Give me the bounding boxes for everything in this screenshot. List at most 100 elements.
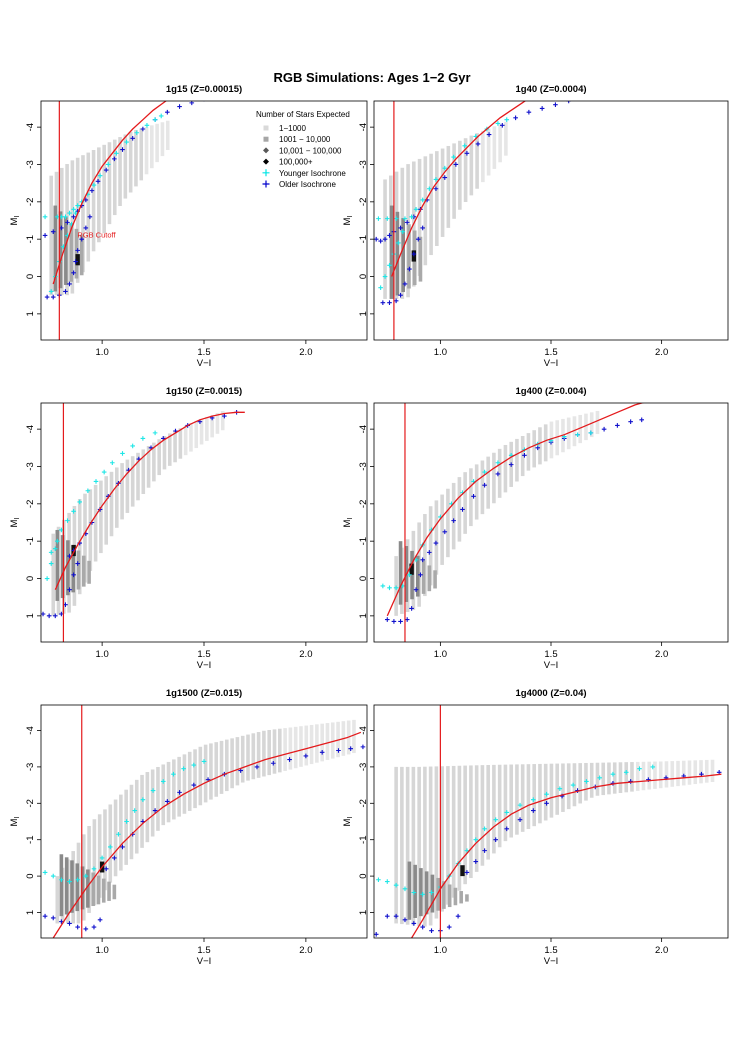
density-column <box>124 789 128 865</box>
younger-isochrone-point <box>85 488 91 494</box>
density-column <box>120 463 124 520</box>
older-isochrone-point <box>254 764 260 770</box>
younger-isochrone-point <box>393 585 399 591</box>
y-tick-label: -1 <box>25 835 36 843</box>
older-isochrone-point <box>103 167 109 173</box>
density-column <box>595 410 600 435</box>
older-isochrone-point <box>42 913 48 919</box>
y-tick-label: 0 <box>25 576 36 581</box>
y-axis-label: MI <box>9 518 21 528</box>
density-column-mid <box>66 540 70 596</box>
density-column <box>497 764 502 848</box>
older-isochrone-point <box>120 147 125 152</box>
density-column <box>81 155 85 273</box>
legend-entry: 1001 − 10,000 <box>263 135 331 144</box>
younger-isochrone-point <box>50 873 56 879</box>
panel-1: RGB Cutoff 1g15 (Z=0.00015) 1.0 1.5 2.0 V−I -4… <box>9 84 368 369</box>
density-column <box>463 138 468 202</box>
density-column <box>150 125 154 169</box>
density-column <box>146 446 151 488</box>
density-column <box>538 763 542 824</box>
density-column <box>75 157 80 283</box>
density-column-mid <box>107 881 111 901</box>
density-column-mid <box>407 861 412 920</box>
density-column <box>167 433 172 466</box>
older-isochrone-point <box>91 924 97 930</box>
density-column <box>440 148 445 237</box>
density-column <box>549 763 554 818</box>
older-isochrone-point <box>411 251 417 257</box>
younger-isochrone-point <box>451 154 456 160</box>
older-isochrone-point <box>103 866 109 872</box>
plot-area <box>42 705 366 938</box>
older-isochrone-point <box>83 926 89 932</box>
older-isochrone-point <box>404 220 410 225</box>
younger-isochrone-point <box>124 819 129 824</box>
older-isochrone-point <box>398 225 403 231</box>
density-column <box>578 414 583 444</box>
younger-isochrone-point <box>77 499 83 505</box>
legend-title: Number of Stars Expected <box>256 110 350 119</box>
density-column <box>83 493 87 583</box>
younger-isochrone-point <box>504 810 510 815</box>
density-column <box>235 737 240 786</box>
density-column <box>428 506 433 586</box>
density-column-mid <box>86 869 90 908</box>
density-column <box>417 158 422 276</box>
legend-square-icon <box>263 136 269 142</box>
density-column-mid <box>96 875 101 905</box>
density-column <box>503 444 508 493</box>
density-column <box>240 735 245 783</box>
older-isochrone-point <box>464 150 470 156</box>
younger-isochrone-point <box>482 469 487 475</box>
density-column <box>423 766 427 927</box>
older-isochrone-point <box>471 494 476 499</box>
y-tick-label: -3 <box>25 160 36 168</box>
density-column <box>49 175 53 296</box>
density-column-mid <box>80 866 85 910</box>
density-column-mid <box>59 854 64 917</box>
density-column <box>77 499 82 595</box>
older-isochrone-point <box>384 617 390 622</box>
density-column-mid <box>75 863 80 912</box>
density-column <box>203 744 208 803</box>
legend-label: 100,000+ <box>279 158 313 167</box>
younger-isochrone-point <box>610 771 616 777</box>
legend: Number of Stars Expected 1−1000 1001 − 10… <box>256 110 350 189</box>
density-column <box>486 764 490 860</box>
younger-isochrone-point <box>420 197 425 203</box>
y-tick-label: -4 <box>358 123 369 131</box>
x-axis-label: V−I <box>197 956 212 967</box>
density-column <box>578 763 583 804</box>
older-isochrone-point <box>504 826 510 832</box>
older-isochrone-point <box>287 757 292 762</box>
y-axis-label: MI <box>9 817 21 827</box>
older-isochrone-point <box>442 175 448 180</box>
panel-title: 1g4000 (Z=0.04) <box>515 688 586 699</box>
density-column <box>624 762 629 793</box>
younger-isochrone-point <box>495 121 501 126</box>
density-column <box>118 137 122 207</box>
density-column <box>676 760 680 787</box>
younger-isochrone-point <box>52 546 58 551</box>
density-column <box>704 759 709 783</box>
density-column <box>293 726 298 769</box>
x-axis-label: V−I <box>544 660 559 671</box>
younger-isochrone-point <box>482 826 487 832</box>
older-isochrone-point <box>382 236 388 242</box>
older-isochrone-point <box>639 417 645 423</box>
older-isochrone-point <box>222 413 227 419</box>
older-isochrone-point <box>539 106 545 111</box>
density-column <box>492 764 496 854</box>
density-column <box>492 452 496 504</box>
older-isochrone-point <box>482 482 487 488</box>
y-tick-label: 1 <box>25 910 36 915</box>
younger-isochrone-point <box>376 216 381 221</box>
density-column <box>166 761 171 823</box>
density-column <box>251 733 256 780</box>
younger-isochrone-point <box>55 538 60 544</box>
older-isochrone-point <box>433 186 439 192</box>
density-column <box>91 149 96 252</box>
younger-isochrone-point <box>105 162 111 167</box>
y-tick-label: 1 <box>358 311 369 316</box>
